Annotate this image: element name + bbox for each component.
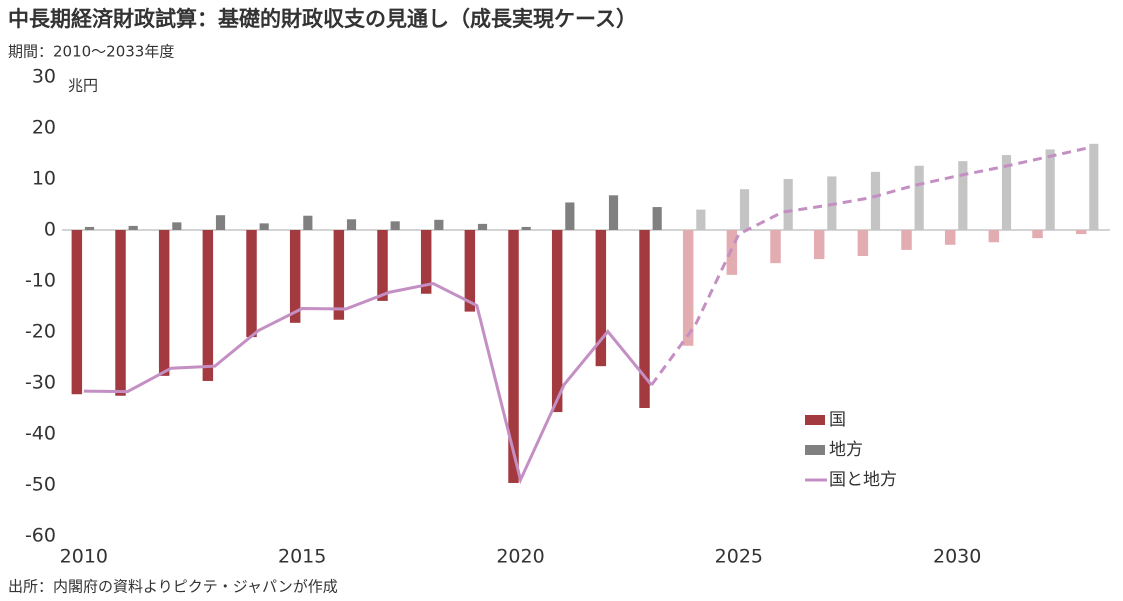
chart-subtitle: 期間：2010～2033年度	[8, 43, 174, 61]
bar	[770, 230, 781, 264]
bar	[870, 171, 881, 230]
bar	[944, 230, 956, 245]
bar	[508, 230, 519, 483]
bar	[420, 230, 432, 294]
bar	[84, 226, 95, 230]
bar	[1001, 155, 1012, 230]
bar	[958, 161, 968, 230]
bar	[215, 215, 226, 230]
bar	[639, 230, 650, 408]
bar	[988, 230, 1000, 243]
bar	[521, 226, 531, 230]
bar	[464, 230, 476, 312]
bar	[303, 215, 313, 230]
x-tick-label: 2020	[496, 546, 544, 568]
y-unit: 兆円	[68, 77, 98, 95]
bar	[914, 165, 924, 230]
x-tick-label: 2030	[933, 546, 981, 568]
bar	[783, 179, 793, 230]
y-tick-label: 0	[44, 219, 56, 241]
bar	[696, 209, 706, 230]
bar	[608, 195, 619, 230]
bar	[595, 230, 607, 367]
bar	[565, 202, 575, 230]
y-tick-label: 30	[32, 66, 56, 88]
legend-label: 地方	[829, 440, 863, 460]
y-tick-label: -30	[25, 372, 56, 394]
x-tick-label: 2010	[60, 546, 108, 568]
bar	[1075, 230, 1087, 235]
bar	[726, 230, 738, 275]
bar	[172, 222, 182, 230]
y-tick-label: -10	[25, 270, 56, 292]
bar	[1032, 230, 1043, 239]
bar	[333, 230, 345, 320]
bar	[158, 230, 170, 376]
bar	[857, 230, 869, 257]
bar	[739, 189, 750, 230]
line	[83, 281, 653, 485]
bar	[202, 230, 214, 381]
bar	[652, 207, 662, 230]
legend-label: 国と地方	[829, 470, 897, 490]
bar	[1089, 143, 1099, 230]
bar	[115, 230, 126, 396]
legend-swatch	[805, 445, 825, 455]
x-tick-label: 2015	[278, 546, 326, 568]
bar	[682, 230, 694, 346]
bar	[346, 219, 357, 230]
bar	[259, 223, 269, 230]
chart-title: 中長期経済財政試算：基礎的財政収支の見通し（成長実現ケース）	[8, 7, 637, 31]
bar	[901, 230, 912, 250]
bar	[246, 230, 257, 338]
bar	[128, 225, 138, 230]
bar	[377, 230, 388, 301]
projected-line	[650, 146, 1089, 386]
y-tick-label: 10	[32, 168, 56, 190]
bar	[71, 230, 83, 395]
y-tick-label: -50	[25, 474, 56, 496]
bar	[551, 230, 563, 413]
bar	[477, 223, 488, 230]
bar	[434, 219, 444, 230]
bar	[289, 230, 301, 323]
y-tick-label: -60	[25, 525, 56, 547]
bar	[1045, 149, 1055, 230]
x-tick-label: 2025	[715, 546, 763, 568]
bar	[390, 221, 400, 230]
y-tick-label: -20	[25, 321, 56, 343]
legend-swatch	[805, 415, 825, 425]
y-tick-label: -40	[25, 423, 56, 445]
bar	[813, 230, 825, 260]
y-tick-label: 20	[32, 117, 56, 139]
source: 出所：内閣府の資料よりピクテ・ジャパンが作成	[8, 578, 338, 596]
legend-label: 国	[829, 410, 846, 430]
